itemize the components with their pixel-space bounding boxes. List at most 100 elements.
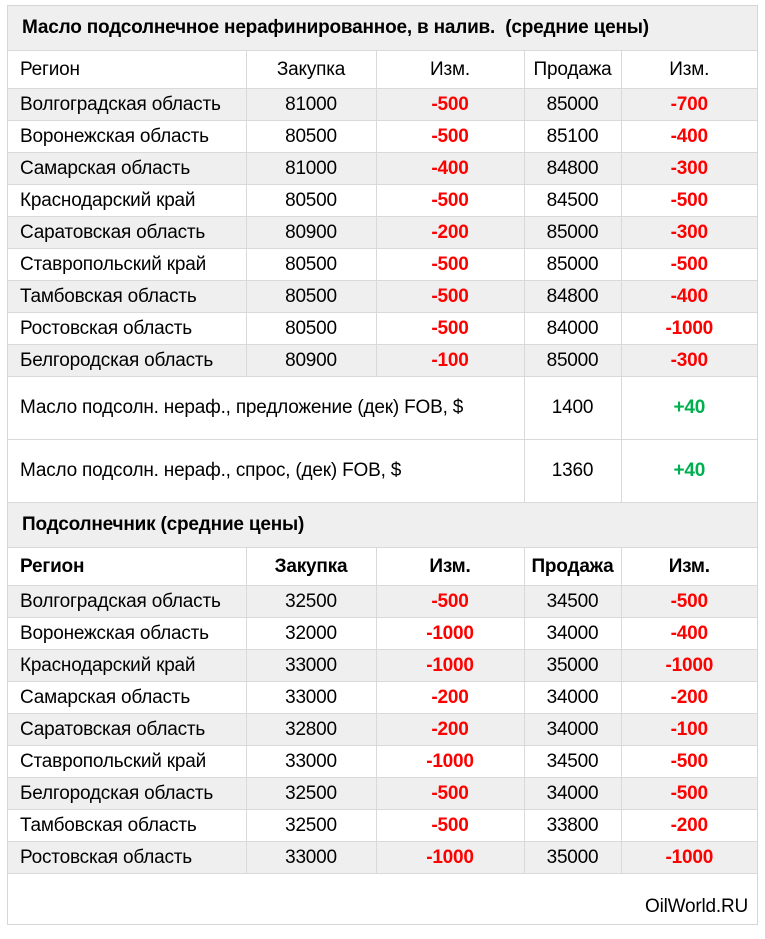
price-cell: 80900: [246, 344, 377, 377]
summary-label: Масло подсолн. нераф., предложение (дек)…: [8, 376, 525, 440]
region-cell: Саратовская область: [8, 713, 247, 746]
region-cell: Белгородская область: [8, 344, 247, 377]
price-cell: 81000: [246, 152, 377, 185]
change-cell: -1000: [621, 649, 758, 682]
column-header-1: Закупка: [246, 50, 377, 89]
change-cell: -1000: [376, 841, 525, 874]
change-cell: -400: [621, 120, 758, 153]
price-cell: 84500: [524, 184, 622, 217]
change-cell: -500: [621, 585, 758, 618]
oil-table-body: Волгоградская область 81000 -500 85000 -700 В…: [8, 88, 758, 503]
region-cell: Тамбовская область: [8, 280, 247, 313]
column-header-2: Изм.: [376, 50, 525, 89]
sunflower-seed-price-table: Подсолнечник (средние цены) Регион Закупк…: [8, 503, 758, 874]
column-header-3: Продажа: [524, 547, 622, 586]
price-cell: 33000: [246, 841, 377, 874]
table-row: Ставропольский край 80500 -500 85000 -500: [8, 248, 758, 281]
table-row: Тамбовская область 32500 -500 33800 -200: [8, 809, 758, 842]
change-cell: -200: [376, 681, 525, 714]
change-cell: -300: [621, 152, 758, 185]
change-cell: -500: [376, 777, 525, 810]
price-cell: 1400: [524, 376, 622, 440]
price-report-sheet: Масло подсолнечное нерафинированное, в н…: [7, 5, 758, 925]
price-cell: 33800: [524, 809, 622, 842]
table-row: Волгоградская область 81000 -500 85000 -700: [8, 88, 758, 121]
table-row: Ростовская область 80500 -500 84000 -1000: [8, 312, 758, 345]
price-cell: 32800: [246, 713, 377, 746]
change-cell: -300: [621, 216, 758, 249]
price-cell: 80500: [246, 280, 377, 313]
change-cell: -500: [621, 745, 758, 778]
table-row: Воронежская область 32000 -1000 34000 -400: [8, 617, 758, 650]
change-cell: +40: [621, 439, 758, 503]
change-cell: -1000: [376, 617, 525, 650]
change-cell: -200: [376, 216, 525, 249]
table-row: Саратовская область 80900 -200 85000 -300: [8, 216, 758, 249]
seed-table-body: Волгоградская область 32500 -500 34500 -500 В…: [8, 585, 758, 874]
change-cell: -1000: [621, 312, 758, 345]
price-cell: 35000: [524, 841, 622, 874]
change-cell: -500: [376, 585, 525, 618]
change-cell: -500: [376, 184, 525, 217]
price-cell: 35000: [524, 649, 622, 682]
change-cell: -200: [621, 809, 758, 842]
change-cell: -1000: [376, 649, 525, 682]
region-cell: Воронежская область: [8, 617, 247, 650]
table-row: Краснодарский край 80500 -500 84500 -500: [8, 184, 758, 217]
region-cell: Краснодарский край: [8, 184, 247, 217]
brand-text: OilWorld.RU: [644, 896, 748, 917]
price-cell: 33000: [246, 681, 377, 714]
summary-label: Масло подсолн. нераф., спрос, (дек) FOB,…: [8, 439, 525, 503]
column-header-3: Продажа: [524, 50, 622, 89]
price-cell: 80900: [246, 216, 377, 249]
price-cell: 84000: [524, 312, 622, 345]
change-cell: -500: [621, 184, 758, 217]
table-row: Ростовская область 33000 -1000 35000 -1000: [8, 841, 758, 874]
price-cell: 32500: [246, 809, 377, 842]
oil-table-title-row: Масло подсолнечное нерафинированное, в н…: [8, 6, 758, 51]
region-cell: Ставропольский край: [8, 745, 247, 778]
table-row: Ставропольский край 33000 -1000 34500 -500: [8, 745, 758, 778]
table-row: Самарская область 33000 -200 34000 -200: [8, 681, 758, 714]
change-cell: -200: [376, 713, 525, 746]
seed-table-title-row: Подсолнечник (средние цены): [8, 503, 758, 548]
change-cell: -300: [621, 344, 758, 377]
column-header-2: Изм.: [376, 547, 525, 586]
price-cell: 85000: [524, 248, 622, 281]
price-cell: 34000: [524, 777, 622, 810]
region-cell: Белгородская область: [8, 777, 247, 810]
price-cell: 33000: [246, 649, 377, 682]
region-cell: Саратовская область: [8, 216, 247, 249]
table-row: Белгородская область 32500 -500 34000 -500: [8, 777, 758, 810]
table-row: Краснодарский край 33000 -1000 35000 -1000: [8, 649, 758, 682]
change-cell: +40: [621, 376, 758, 440]
change-cell: -400: [621, 617, 758, 650]
price-cell: 32500: [246, 585, 377, 618]
price-cell: 34500: [524, 585, 622, 618]
oil-price-table: Масло подсолнечное нерафинированное, в н…: [8, 6, 758, 503]
column-header-4: Изм.: [621, 50, 758, 89]
price-cell: 32000: [246, 617, 377, 650]
change-cell: -1000: [376, 745, 525, 778]
region-cell: Воронежская область: [8, 120, 247, 153]
price-cell: 85000: [524, 216, 622, 249]
price-cell: 85000: [524, 88, 622, 121]
table-row: Тамбовская область 80500 -500 84800 -400: [8, 280, 758, 313]
change-cell: -500: [376, 809, 525, 842]
oil-table-title: Масло подсолнечное нерафинированное, в н…: [8, 6, 758, 51]
change-cell: -500: [621, 248, 758, 281]
price-cell: 80500: [246, 184, 377, 217]
region-cell: Самарская область: [8, 681, 247, 714]
price-cell: 81000: [246, 88, 377, 121]
summary-row: Масло подсолн. нераф., предложение (дек)…: [8, 376, 758, 440]
region-cell: Ростовская область: [8, 312, 247, 345]
region-cell: Краснодарский край: [8, 649, 247, 682]
region-cell: Волгоградская область: [8, 585, 247, 618]
footer: OilWorld.RU: [8, 874, 757, 924]
table-row: Самарская область 81000 -400 84800 -300: [8, 152, 758, 185]
change-cell: -100: [621, 713, 758, 746]
price-cell: 85100: [524, 120, 622, 153]
change-cell: -500: [376, 120, 525, 153]
column-header-4: Изм.: [621, 547, 758, 586]
price-cell: 84800: [524, 280, 622, 313]
